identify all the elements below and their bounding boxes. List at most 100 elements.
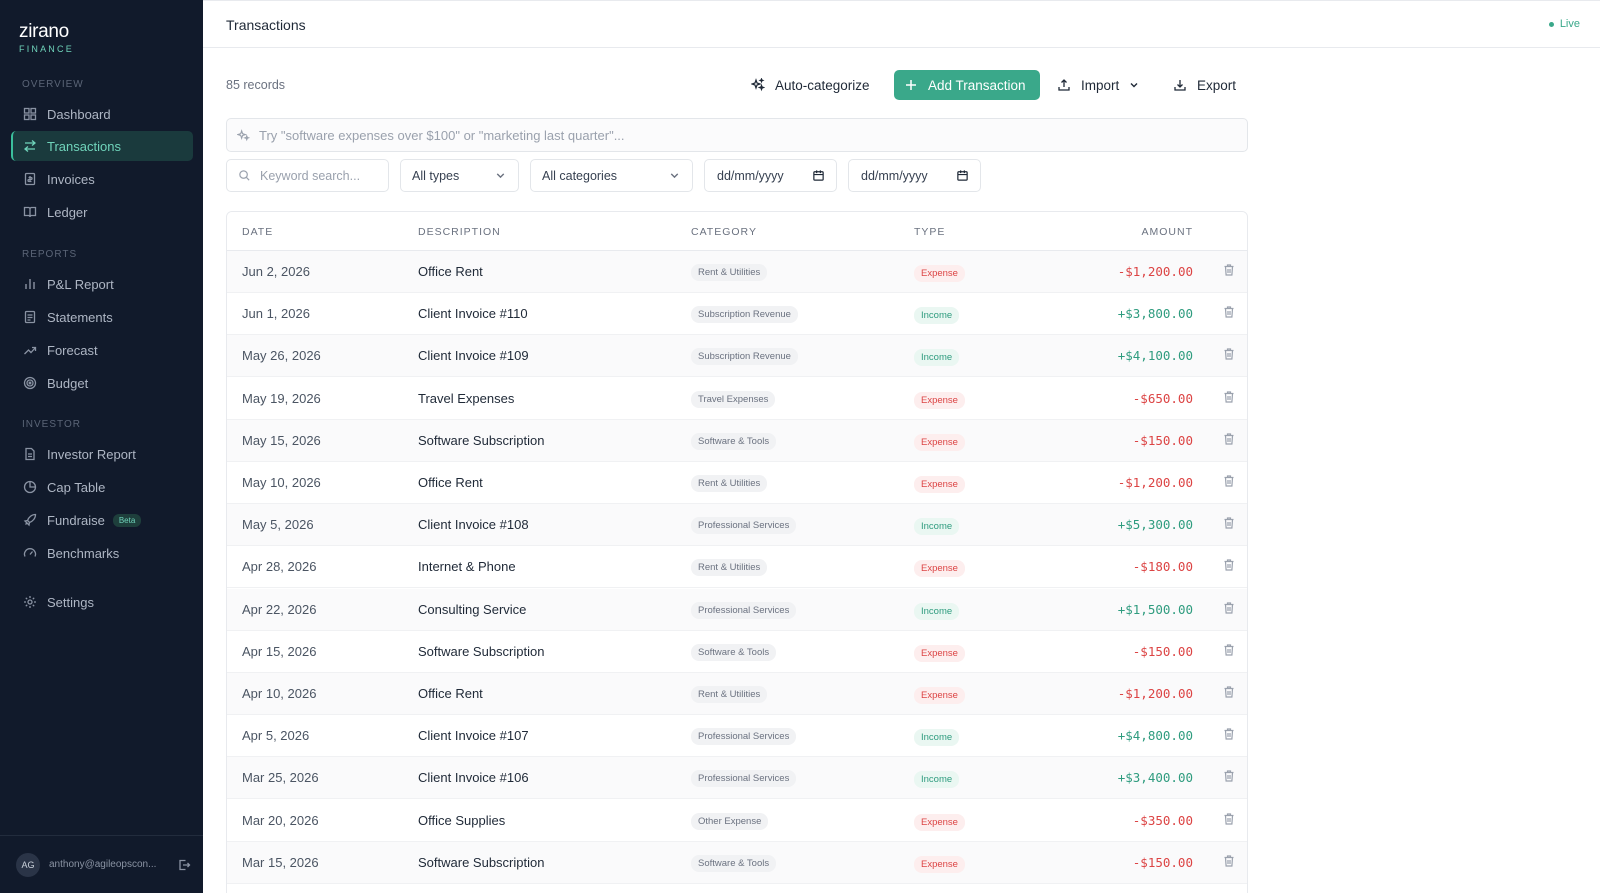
delete-icon[interactable] (1222, 685, 1236, 699)
delete-icon[interactable] (1222, 854, 1236, 868)
table-row[interactable]: May 26, 2026 Client Invoice #109 Subscript… (227, 335, 1247, 378)
table-row[interactable]: Apr 28, 2026 Internet & Phone Rent & Utili… (227, 546, 1247, 589)
sidebar-item-forecast[interactable]: Forecast (11, 335, 193, 365)
live-status-label: Live (1559, 18, 1580, 30)
sidebar-item-settings[interactable]: Settings (11, 587, 193, 617)
brand-logo[interactable]: zirano FINANCE (19, 21, 74, 55)
table-row[interactable]: Mar 25, 2026 Client Invoice #106 Professio… (227, 757, 1247, 800)
delete-icon[interactable] (1222, 390, 1236, 404)
table-row[interactable]: Jun 2, 2026 Office Rent Rent & Utilities Ex… (227, 251, 1247, 293)
delete-icon[interactable] (1222, 474, 1236, 488)
category-tag: Professional Services (691, 770, 797, 788)
column-header-category[interactable]: CATEGORY (691, 226, 757, 238)
category-tag: Software & Tools (691, 854, 777, 872)
calendar-icon (957, 170, 968, 181)
delete-icon[interactable] (1222, 432, 1236, 446)
trend-icon (23, 343, 37, 357)
column-header-type[interactable]: TYPE (914, 226, 946, 238)
table-row[interactable]: May 10, 2026 Office Rent Rent & Utilities E… (227, 462, 1247, 504)
table-row[interactable]: Apr 10, 2026 Office Rent Rent & Utilities E… (227, 673, 1247, 715)
sidebar-item-statements[interactable]: Statements (11, 302, 193, 332)
column-header-date[interactable]: DATE (242, 226, 274, 238)
table-row[interactable]: Jun 1, 2026 Client Invoice #110 Subscripti… (227, 293, 1247, 336)
logout-icon[interactable] (177, 858, 191, 872)
sidebar-item-benchmarks[interactable]: Benchmarks (11, 538, 193, 568)
delete-icon[interactable] (1222, 727, 1236, 741)
row-description: Internet & Phone (418, 559, 516, 575)
table-row[interactable]: Mar 20, 2026 Office Supplies Other Expense… (227, 799, 1247, 842)
avatar[interactable]: AG (16, 852, 40, 877)
table-row[interactable]: Apr 5, 2026 Client Invoice #107 Profession… (227, 715, 1247, 758)
sidebar-item-transactions[interactable]: Transactions (11, 131, 193, 161)
row-description: Software Subscription (418, 643, 545, 659)
delete-icon[interactable] (1222, 516, 1236, 530)
sidebar-item-pl-report[interactable]: P&L Report (11, 269, 193, 299)
row-amount: -$150.00 (1132, 432, 1193, 448)
delete-icon[interactable] (1222, 812, 1236, 826)
table-row[interactable]: May 15, 2026 Software Subscription Softwar… (227, 419, 1247, 462)
delete-icon[interactable] (1222, 263, 1236, 277)
row-amount: -$150.00 (1132, 643, 1193, 659)
row-description: Software Subscription (418, 432, 545, 448)
sidebar-item-label: Benchmarks (47, 545, 120, 561)
delete-icon[interactable] (1222, 601, 1236, 615)
table-row[interactable]: Apr 15, 2026 Software Subscription Softwar… (227, 630, 1247, 673)
add-transaction-button[interactable]: Add Transaction (894, 70, 1040, 100)
category-tag: Professional Services (691, 517, 797, 535)
delete-icon[interactable] (1222, 643, 1236, 657)
date-from-value: dd/mm/yyyy (717, 168, 784, 183)
type-badge: Expense (914, 476, 965, 493)
type-filter-select[interactable]: All types (400, 159, 519, 192)
row-amount: -$150.00 (1132, 854, 1193, 870)
category-filter-select[interactable]: All categories (530, 159, 693, 192)
row-date: Apr 5, 2026 (242, 728, 310, 744)
sidebar-item-ledger[interactable]: Ledger (11, 197, 193, 227)
row-amount: -$650.00 (1132, 390, 1193, 406)
type-badge: Expense (914, 644, 965, 662)
ai-search-input[interactable]: Try "software expenses over $100" or "ma… (226, 118, 1248, 152)
auto-categorize-button[interactable]: Auto-categorize (741, 70, 880, 100)
table-row[interactable]: Apr 22, 2026 Consulting Service Profession… (227, 588, 1247, 631)
delete-icon[interactable] (1222, 558, 1236, 572)
sidebar-item-budget[interactable]: Budget (11, 368, 193, 398)
row-date: May 10, 2026 (242, 475, 321, 490)
type-badge: Expense (914, 433, 965, 451)
delete-icon[interactable] (1222, 347, 1236, 361)
sidebar-item-dashboard[interactable]: Dashboard (11, 99, 193, 129)
brand-subtitle: FINANCE (19, 44, 74, 54)
row-amount: +$3,400.00 (1117, 770, 1193, 786)
delete-icon[interactable] (1222, 305, 1236, 319)
type-badge: Income (914, 771, 960, 789)
row-description: Client Invoice #106 (418, 770, 529, 786)
live-status-badge: Live (1548, 18, 1580, 30)
date-to-input[interactable]: dd/mm/yyyy (848, 159, 981, 192)
type-badge: Expense (914, 855, 965, 873)
column-header-description[interactable]: DESCRIPTION (418, 226, 501, 238)
sidebar-item-label: Invoices (47, 171, 95, 187)
section-label-reports: REPORTS (22, 249, 78, 260)
export-button[interactable]: Export (1163, 70, 1247, 100)
sidebar-item-fundraise[interactable]: Fundraise Beta (11, 505, 193, 535)
table-row[interactable]: May 5, 2026 Client Invoice #108 Profession… (227, 504, 1247, 547)
plus-icon (906, 80, 916, 90)
sidebar-item-cap-table[interactable]: Cap Table (11, 472, 193, 502)
table-row[interactable]: May 19, 2026 Travel Expenses Travel Expens… (227, 377, 1247, 420)
keyword-search-input[interactable]: Keyword search... (226, 159, 389, 192)
column-header-amount[interactable]: AMOUNT (1141, 226, 1193, 238)
chevron-down-icon (670, 173, 679, 179)
search-icon (239, 170, 250, 181)
row-date: Apr 22, 2026 (242, 601, 317, 617)
row-amount: +$3,800.00 (1117, 306, 1193, 322)
import-button[interactable]: Import (1047, 70, 1151, 100)
category-tag: Rent & Utilities (691, 264, 768, 281)
import-label: Import (1081, 77, 1120, 93)
delete-icon[interactable] (1222, 769, 1236, 783)
sidebar-item-investor-report[interactable]: Investor Report (11, 439, 193, 469)
row-date: May 15, 2026 (242, 432, 321, 448)
category-tag: Travel Expenses (691, 390, 776, 408)
table-row[interactable]: Mar 15, 2026 Software Subscription Softwar… (227, 841, 1247, 884)
date-from-input[interactable]: dd/mm/yyyy (704, 159, 837, 192)
user-email: anthony@agileopscon... (49, 859, 157, 870)
row-date: Apr 10, 2026 (242, 686, 317, 701)
sidebar-item-invoices[interactable]: Invoices (11, 164, 193, 194)
